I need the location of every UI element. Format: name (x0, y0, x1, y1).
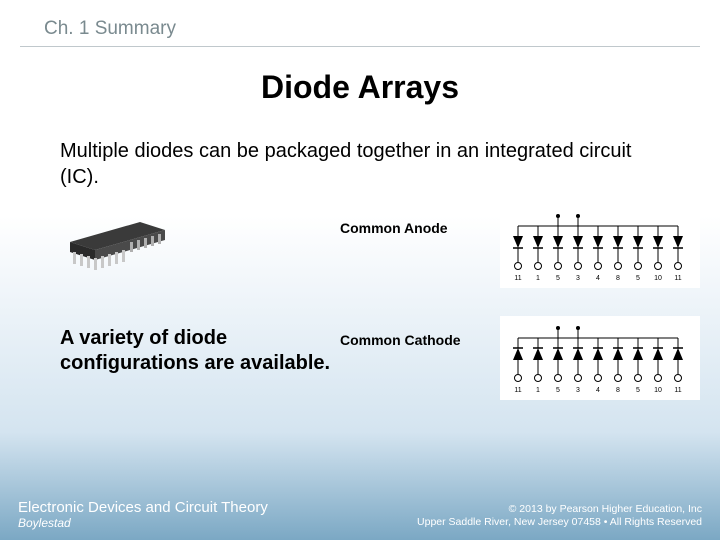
row-common-cathode: A variety of diode configurations are av… (0, 316, 720, 400)
subheading-text: A variety of diode configurations are av… (60, 326, 340, 376)
svg-text:10: 10 (654, 387, 662, 394)
common-cathode-diagram: 111534851011 (500, 316, 700, 400)
common-cathode-label: Common Cathode (340, 332, 500, 348)
slide-footer: Electronic Devices and Circuit Theory Bo… (0, 491, 720, 540)
common-anode-label: Common Anode (340, 220, 500, 236)
footer-copyright-1: © 2013 by Pearson Higher Education, Inc (417, 503, 702, 517)
chapter-header: Ch. 1 Summary (20, 0, 700, 47)
svg-text:4: 4 (596, 275, 600, 282)
svg-text:11: 11 (674, 387, 681, 394)
common-anode-diagram: 111534851011 (500, 204, 700, 288)
footer-author: Boylestad (18, 516, 268, 530)
row-common-anode: Common Anode 111534851011 (0, 204, 720, 288)
page-title: Diode Arrays (0, 69, 720, 106)
footer-book-title: Electronic Devices and Circuit Theory (18, 499, 268, 516)
svg-text:11: 11 (514, 387, 521, 394)
svg-text:8: 8 (616, 387, 620, 394)
svg-text:5: 5 (556, 387, 560, 394)
svg-text:3: 3 (576, 275, 580, 282)
svg-text:5: 5 (636, 387, 640, 394)
footer-right: © 2013 by Pearson Higher Education, Inc … (417, 503, 702, 530)
footer-copyright-2: Upper Saddle River, New Jersey 07458 • A… (417, 516, 702, 530)
svg-text:4: 4 (596, 387, 600, 394)
svg-text:1: 1 (536, 387, 540, 394)
body-paragraph: Multiple diodes can be packaged together… (60, 138, 660, 190)
footer-left: Electronic Devices and Circuit Theory Bo… (18, 499, 268, 530)
ic-chip-icon (60, 204, 180, 274)
svg-text:10: 10 (654, 275, 662, 282)
svg-text:5: 5 (556, 275, 560, 282)
svg-text:11: 11 (674, 275, 681, 282)
svg-text:5: 5 (636, 275, 640, 282)
ic-chip-container (0, 204, 340, 274)
svg-text:1: 1 (536, 275, 540, 282)
svg-text:3: 3 (576, 387, 580, 394)
chapter-label: Ch. 1 Summary (44, 18, 176, 39)
svg-text:8: 8 (616, 275, 620, 282)
svg-text:11: 11 (514, 275, 521, 282)
